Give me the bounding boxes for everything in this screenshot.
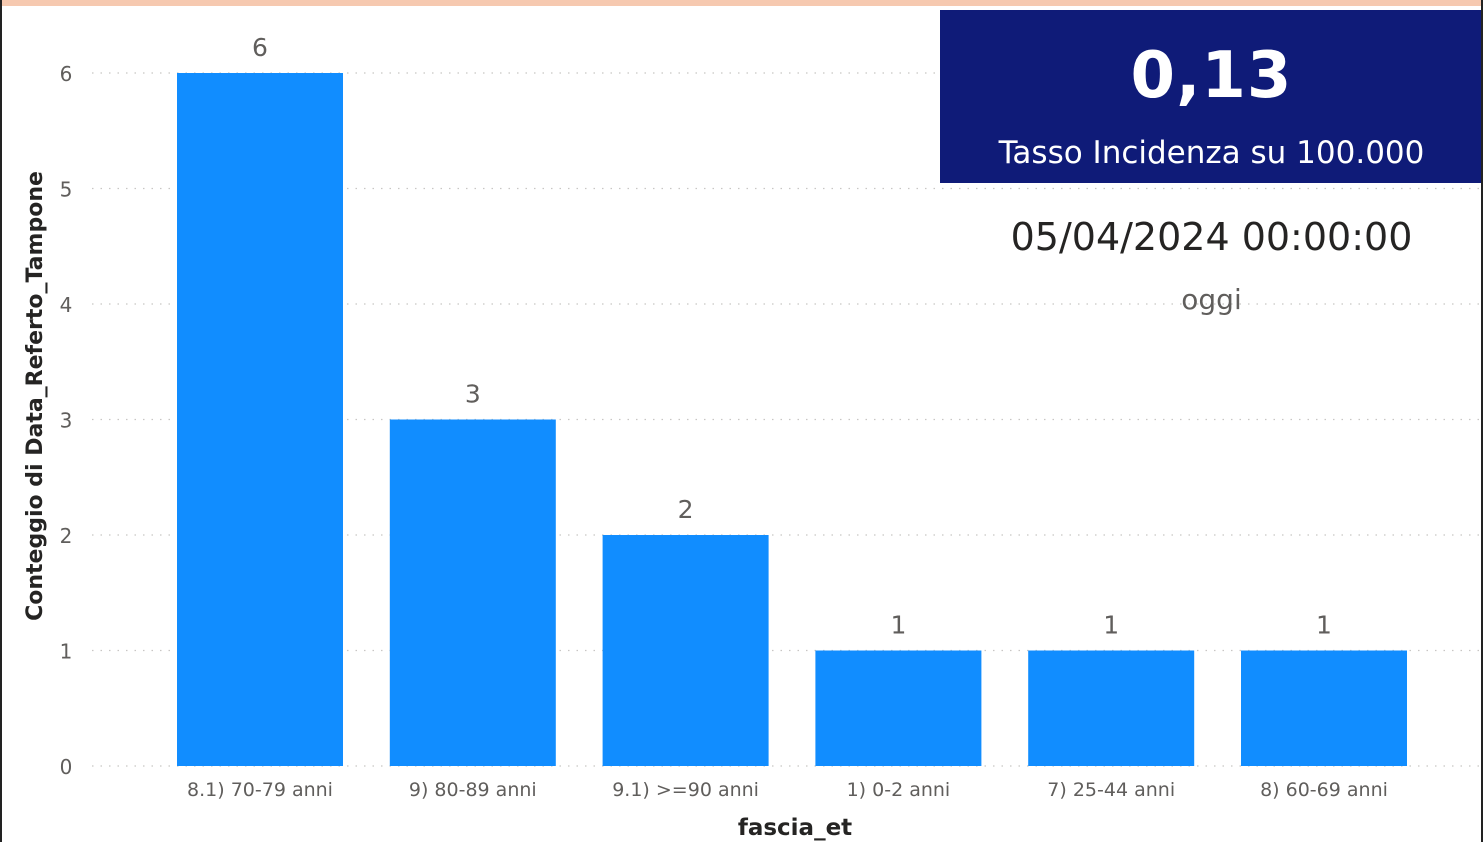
bar[interactable]	[177, 73, 343, 766]
bar[interactable]	[602, 535, 769, 766]
bar[interactable]	[1241, 650, 1407, 767]
x-axis-title: fascia_et	[738, 815, 852, 841]
x-tick-label: 8.1) 70-79 anni	[187, 779, 333, 801]
right-border	[1481, 0, 1483, 842]
y-axis-title: Conteggio di Data_Referto_Tampone	[23, 171, 48, 621]
y-tick-label: 3	[60, 409, 73, 433]
y-tick-label: 0	[60, 755, 73, 779]
kpi-card: 0,13 Tasso Incidenza su 100.000	[940, 10, 1483, 183]
top-accent-strip	[0, 0, 1483, 6]
date-value: 05/04/2024 00:00:00	[1010, 215, 1413, 259]
bars	[177, 73, 1407, 766]
bar[interactable]	[389, 419, 556, 767]
y-tick-label: 4	[60, 293, 73, 317]
data-label: 1	[890, 611, 906, 640]
date-label: oggi	[1181, 283, 1242, 316]
kpi-label: Tasso Incidenza su 100.000	[998, 135, 1425, 171]
bar[interactable]	[815, 650, 982, 767]
data-label: 3	[465, 380, 481, 409]
data-label: 1	[1103, 611, 1119, 640]
x-tick-label: 8) 60-69 anni	[1260, 779, 1388, 801]
y-tick-label: 6	[60, 62, 73, 86]
x-axis-ticks: 8.1) 70-79 anni 9) 80-89 anni 9.1) >=90 an…	[187, 779, 1388, 801]
y-tick-label: 1	[60, 640, 73, 664]
data-labels: 6 3 2 1 1 1	[252, 33, 1332, 640]
data-label: 6	[252, 33, 268, 62]
y-tick-label: 2	[60, 524, 73, 548]
y-axis-ticks: 0 1 2 3 4 5 6	[60, 62, 73, 779]
x-tick-label: 1) 0-2 anni	[847, 779, 951, 801]
data-label: 1	[1316, 611, 1332, 640]
x-tick-label: 7) 25-44 anni	[1047, 779, 1175, 801]
data-label: 2	[678, 495, 694, 524]
y-tick-label: 5	[60, 178, 73, 202]
left-border	[0, 0, 2, 842]
x-tick-label: 9.1) >=90 anni	[612, 779, 759, 801]
bar[interactable]	[1028, 650, 1195, 767]
kpi-value: 0,13	[1130, 39, 1293, 113]
x-tick-label: 9) 80-89 anni	[409, 779, 537, 801]
